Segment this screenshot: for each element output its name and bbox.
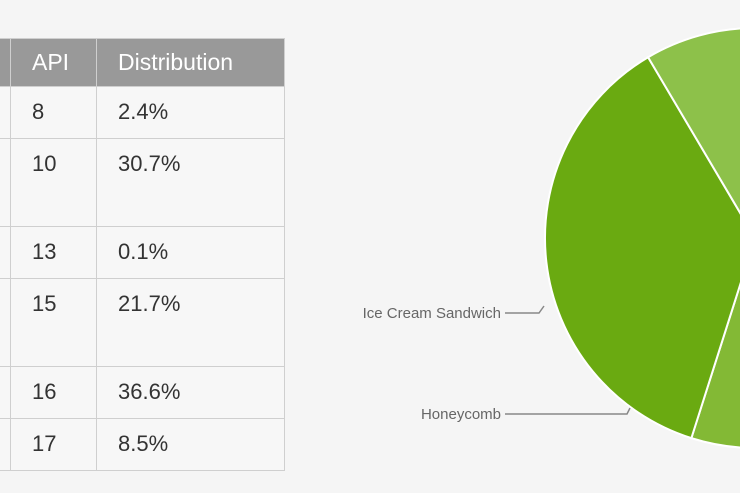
api-cell: 8 [10,86,97,139]
honeycomb-label: Honeycomb [421,406,501,423]
api-cell: 17 [10,418,97,471]
table-row: 17 8.5% [0,418,285,471]
api-cell: 13 [10,226,97,279]
table-row: 8 2.4% [0,86,285,139]
table-row: 13 0.1% [0,226,285,279]
table-row: 15 21.7% [0,278,285,367]
header-cell-distribution: Distribution [96,38,285,87]
distribution-table: API Distribution 8 2.4% 10 30.7% 13 0.1% 15 21.… [0,38,285,471]
distribution-cell: 21.7% [96,278,285,367]
distribution-cell: 8.5% [96,418,285,471]
pie-callouts: Ice Cream Sandwich Honeycomb [363,305,631,423]
ice-cream-sandwich-leader-line [505,305,545,314]
api-cell: 16 [10,366,97,419]
pie-slice-4 [543,55,740,440]
pie-slice-5 [646,27,740,215]
table-header-row: API Distribution [0,38,285,87]
table-row: 16 36.6% [0,366,285,419]
honeycomb-leader-line [505,407,631,415]
header-cell-api: API [10,38,97,87]
api-cell: 10 [10,138,97,227]
distribution-cell: 0.1% [96,226,285,279]
ice-cream-sandwich-label: Ice Cream Sandwich [363,305,501,322]
api-cell: 15 [10,278,97,367]
table-row: 10 30.7% [0,138,285,227]
distribution-cell: 36.6% [96,366,285,419]
pie-slices [543,27,740,449]
